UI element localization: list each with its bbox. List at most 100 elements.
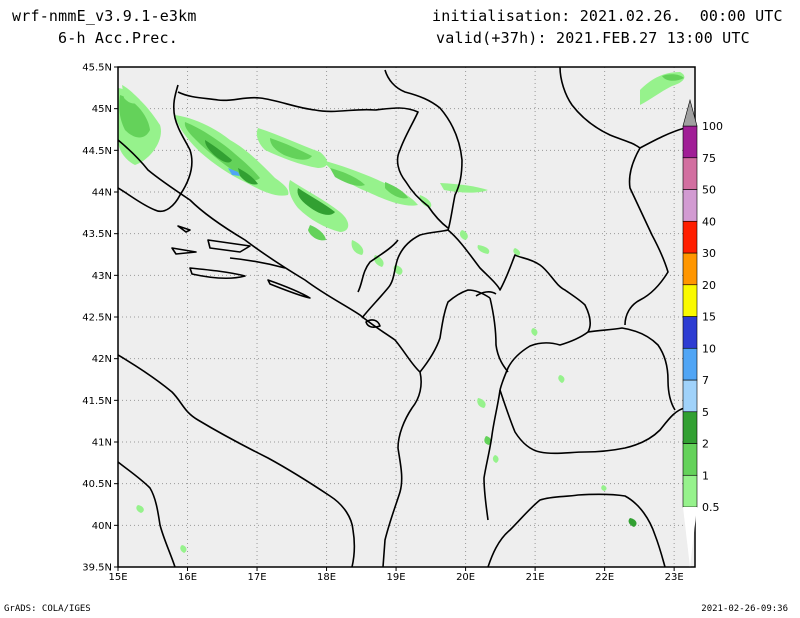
precip-area	[330, 168, 365, 186]
border	[357, 239, 399, 293]
colorbar-segment	[682, 379, 698, 413]
colorbar-top-cap	[682, 98, 698, 127]
colorbar-segment	[682, 347, 698, 381]
colorbar-segment	[682, 157, 698, 190]
colorbar-level-label: 2	[702, 438, 709, 451]
lat-tick-label: 42N	[92, 354, 112, 365]
lon-tick-label: 23E	[665, 572, 684, 583]
precip-area	[122, 85, 140, 104]
border	[419, 289, 491, 373]
precip-area	[492, 455, 499, 463]
precip-area	[205, 140, 232, 163]
colorbar-segment	[682, 411, 698, 444]
lat-tick-label: 41.5N	[82, 396, 112, 407]
lat-tick-label: 39.5N	[82, 563, 112, 574]
lon-tick-label: 22E	[595, 572, 614, 583]
axis-labels: 15E 16E 17E 18E 19E 20E 21E 22E 23E 45.5N 45N 44.5N…	[82, 63, 683, 584]
precip-area	[558, 375, 565, 383]
lat-tick-label: 43N	[92, 271, 112, 282]
field-title: 6-h Acc.Prec.	[58, 29, 178, 47]
lat-tick-label: 45.5N	[82, 63, 112, 74]
precip-area	[419, 195, 432, 208]
colorbar-level-label: 7	[702, 374, 709, 387]
valid-time: valid(+37h): 2021.FEB.27 13:00 UTC	[436, 29, 750, 47]
border	[475, 291, 497, 297]
precip-area	[270, 138, 312, 160]
colorbar-segment	[682, 474, 698, 508]
precip-area	[308, 225, 326, 241]
precip-area	[184, 122, 260, 181]
italy-coastline-south	[118, 461, 176, 567]
render-timestamp: 2021-02-26-09:36	[701, 604, 788, 614]
colorbar-level-label: 30	[702, 247, 716, 260]
precip-area	[601, 485, 607, 491]
border	[483, 389, 501, 521]
initialisation-time: initialisation: 2021.02.26. 00:00 UTC	[432, 7, 783, 25]
colorbar-segment	[682, 316, 698, 349]
precip-area	[459, 230, 468, 240]
island	[229, 257, 286, 269]
precip-area	[513, 248, 521, 256]
border	[177, 91, 449, 229]
precip-area	[351, 240, 364, 255]
lon-tick-label: 16E	[178, 572, 197, 583]
colorbar-bottom-cap	[683, 507, 697, 567]
island	[177, 225, 191, 233]
island	[267, 279, 311, 299]
precip-area	[297, 188, 335, 215]
italy-coastline	[118, 354, 356, 567]
border	[118, 84, 193, 213]
colorbar-level-label: 15	[702, 311, 716, 324]
colorbar-level-label: 40	[702, 215, 716, 228]
precip-area	[228, 168, 240, 176]
precip-area	[484, 436, 492, 445]
precip-area	[531, 328, 538, 336]
colorbar-level-label: 75	[702, 152, 716, 165]
lat-tick-label: 44.5N	[82, 146, 112, 157]
lat-tick-label: 40N	[92, 521, 112, 532]
colorbar-segment	[682, 189, 698, 222]
model-title: wrf-nmmE_v3.9.1-e3km	[12, 7, 197, 25]
precip-area	[477, 245, 490, 254]
lat-tick-label: 45N	[92, 104, 112, 115]
precip-area	[628, 518, 637, 527]
colorbar-segment	[682, 252, 698, 286]
border	[384, 69, 463, 231]
precip-area	[385, 182, 408, 199]
precip-area	[180, 545, 187, 553]
border	[559, 67, 669, 326]
colorbar-level-label: 5	[702, 406, 709, 419]
lat-tick-label: 42.5N	[82, 313, 112, 324]
colorbar-level-label: 50	[702, 184, 716, 197]
precipitation-field	[118, 72, 685, 553]
colorbar: 0.5 1 2 5 7 10 15 20 30 40 50 75 100	[682, 98, 723, 567]
kotor-bay	[365, 319, 381, 328]
lon-tick-label: 15E	[108, 572, 127, 583]
colorbar-level-label: 10	[702, 342, 716, 355]
lat-tick-label: 44N	[92, 188, 112, 199]
lon-tick-label: 18E	[317, 572, 336, 583]
lon-tick-label: 19E	[387, 572, 406, 583]
border	[489, 297, 509, 373]
precip-area	[119, 95, 150, 138]
colorbar-level-label: 0.5	[702, 501, 720, 514]
grads-credit: GrADS: COLA/IGES	[4, 604, 91, 614]
lon-tick-label: 17E	[248, 572, 267, 583]
border	[499, 389, 695, 455]
greece-coastline	[487, 493, 666, 567]
coastlines-and-borders	[118, 67, 695, 567]
colorbar-level-label: 100	[702, 120, 723, 133]
precip-area	[136, 505, 144, 513]
precip-area	[477, 398, 486, 408]
adriatic-coastline	[118, 139, 422, 567]
lon-tick-label: 20E	[456, 572, 475, 583]
lat-tick-label: 43.5N	[82, 229, 112, 240]
precip-area	[440, 183, 488, 193]
border	[361, 229, 449, 319]
lat-tick-label: 40.5N	[82, 479, 112, 490]
colorbar-level-label: 20	[702, 279, 716, 292]
colorbar-segment	[682, 443, 698, 476]
colorbar-segment	[682, 220, 698, 254]
island	[207, 239, 251, 253]
